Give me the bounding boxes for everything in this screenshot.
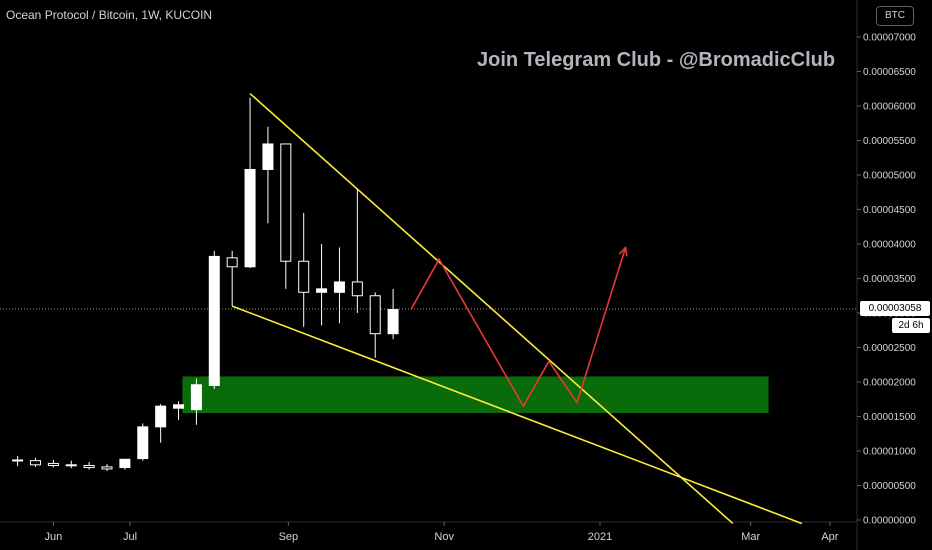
y-tick-label: 0.00007000 [863,33,916,44]
current-price-tag: 0.00003058 [860,301,930,316]
y-tick-label: 0.00006000 [863,102,916,113]
x-tick-label: 2021 [588,531,612,543]
y-tick-label: 0.00005500 [863,136,916,147]
candle-body [12,459,24,462]
x-tick-label: Nov [434,531,454,543]
candle-body [226,257,238,268]
x-tick-label: Apr [821,531,838,543]
trendline-lower [231,305,803,525]
candle-body [298,260,310,293]
candle-body [208,255,220,386]
watermark-text: Join Telegram Club - @BromadicClub [477,49,836,71]
y-tick-label: 0.00000000 [863,516,916,527]
y-tick-label: 0.00004000 [863,240,916,251]
y-tick-label: 0.00002500 [863,343,916,354]
candle-body [244,168,256,268]
projection-arrowhead [618,245,628,257]
candle-body [119,458,131,469]
y-tick-label: 0.00006500 [863,67,916,78]
candle-body [173,404,185,409]
chart-title: Ocean Protocol / Bitcoin, 1W, KUCOIN [6,8,213,22]
x-tick-label: Sep [279,531,299,543]
y-tick-label: 0.00003500 [863,274,916,285]
y-tick-label: 0.00001000 [863,447,916,458]
candle-body [280,143,292,262]
x-tick-label: Jun [44,531,62,543]
candle-body [29,460,41,466]
candle-body [351,281,363,297]
candle-body [262,143,274,170]
candle-body [333,281,345,293]
candle-body [369,295,381,335]
candle-body [83,464,95,469]
y-tick-label: 0.00001500 [863,412,916,423]
candle-body [101,466,113,470]
candle-body [190,384,202,411]
x-tick-label: Mar [741,531,760,543]
candle-body [65,464,77,467]
y-tick-label: 0.00002000 [863,378,916,389]
candle-body [316,288,328,293]
candle-body [387,309,399,335]
currency-badge[interactable]: BTC [876,6,914,26]
x-tick-label: Jul [123,531,137,543]
support-zone [182,376,769,414]
candle-body [137,426,149,460]
candle-body [47,462,59,466]
trendline-upper [249,92,734,525]
y-tick-label: 0.00000500 [863,481,916,492]
bar-countdown: 2d 6h [892,318,930,333]
candle-body [155,405,167,428]
y-tick-label: 0.00005000 [863,171,916,182]
projection-path [410,247,627,408]
y-tick-label: 0.00004500 [863,205,916,216]
